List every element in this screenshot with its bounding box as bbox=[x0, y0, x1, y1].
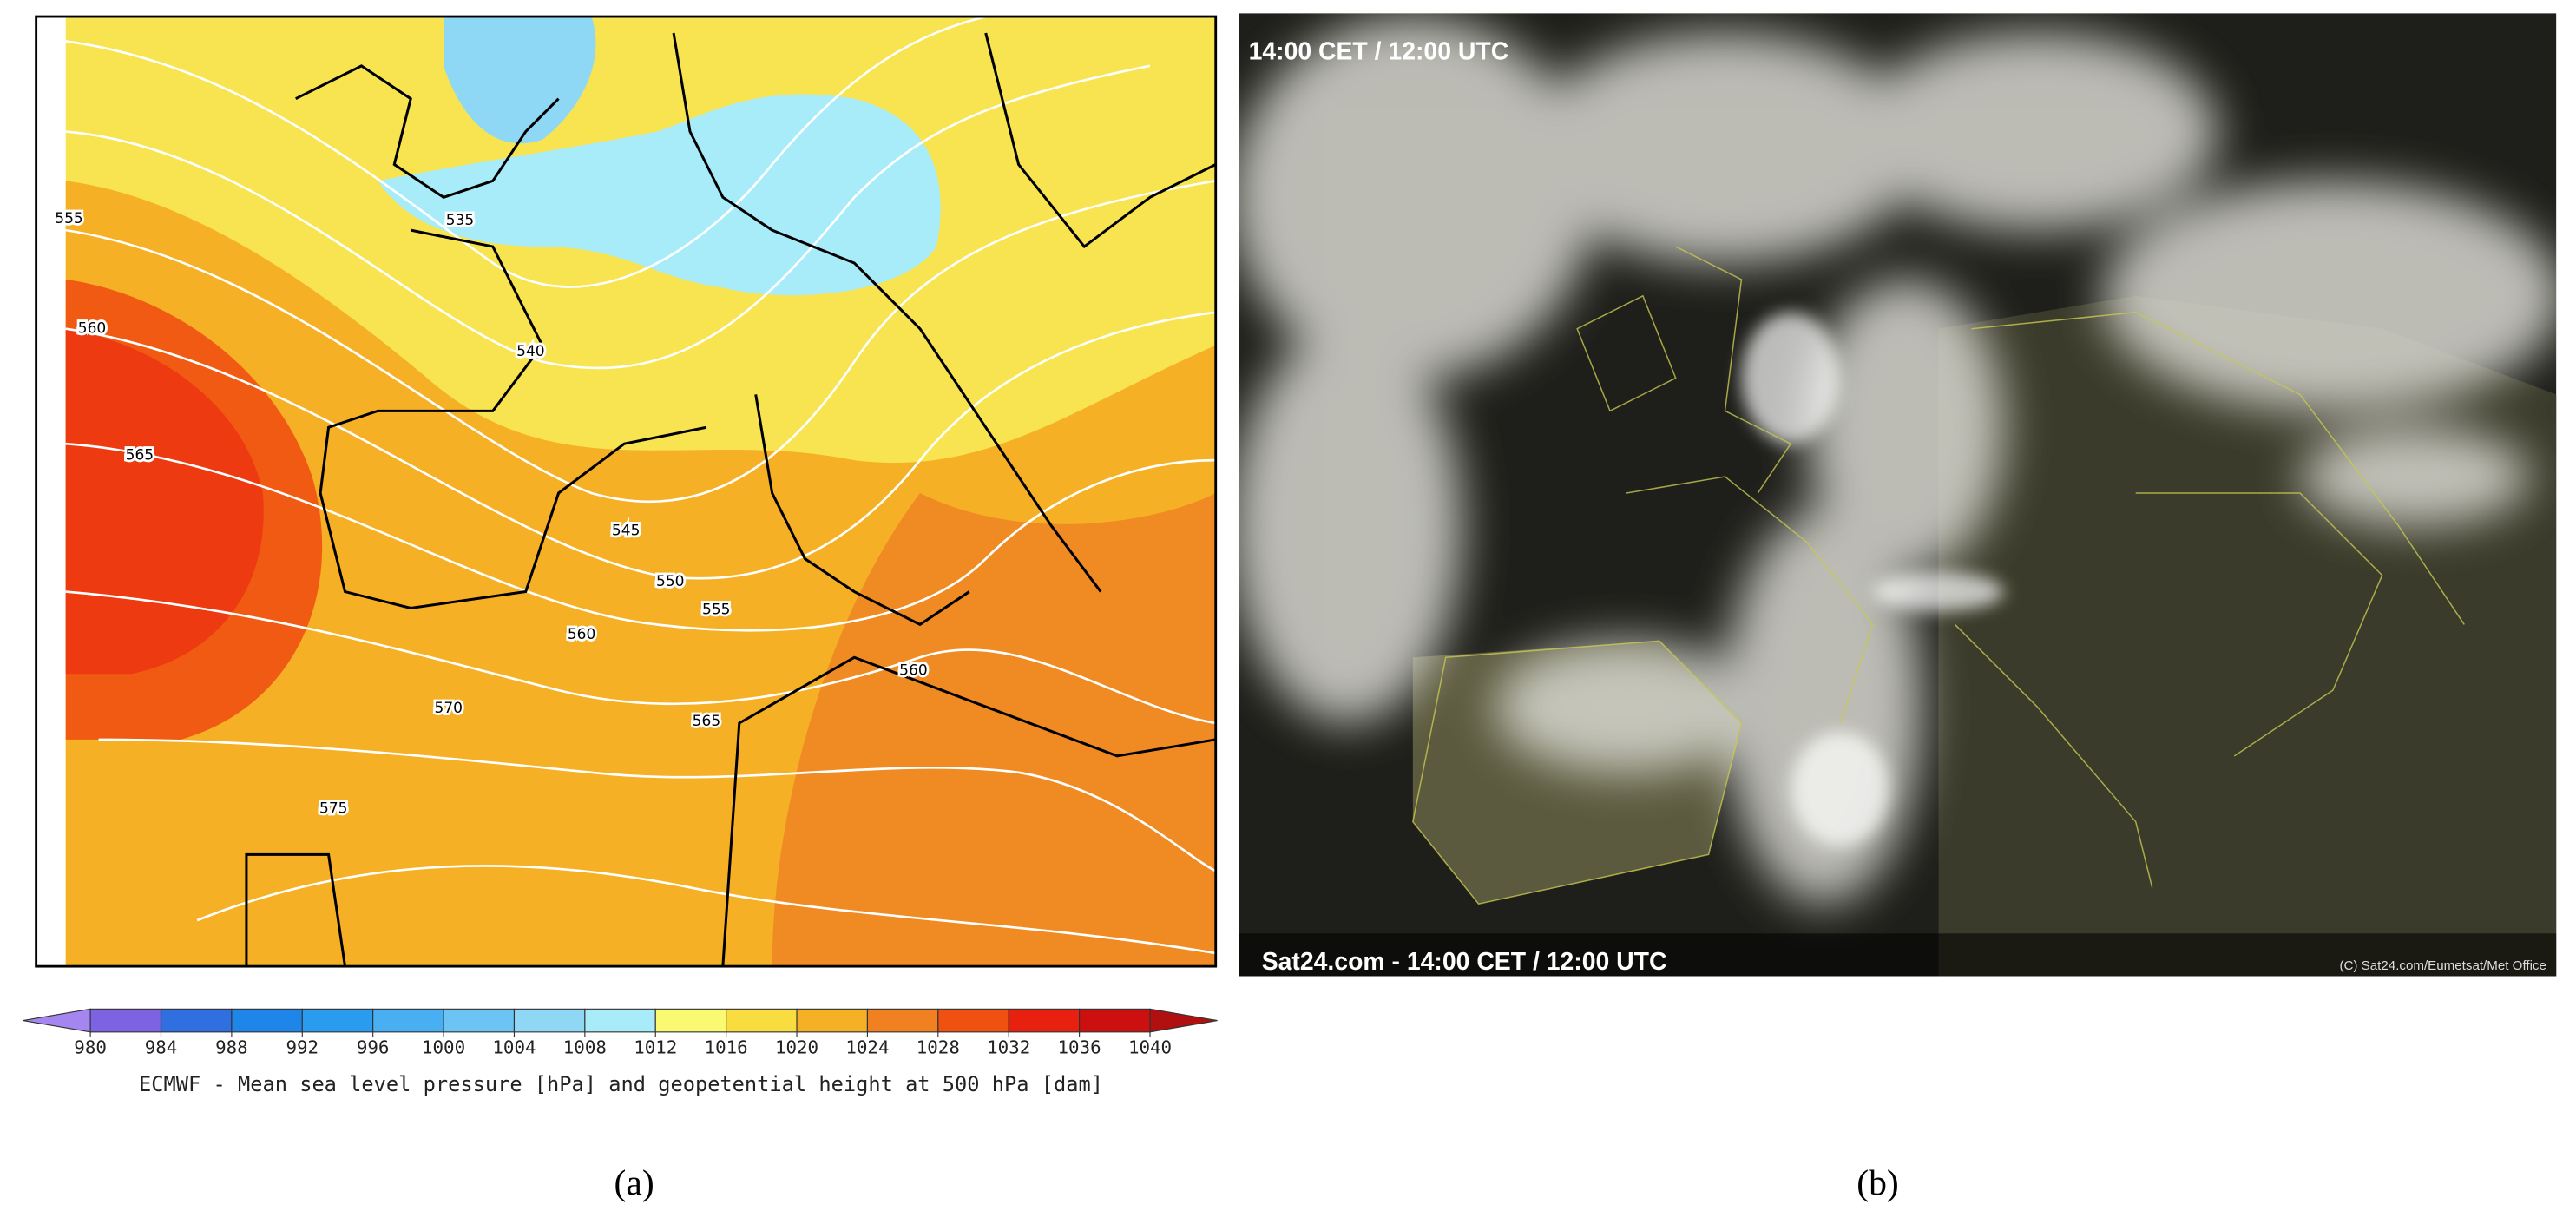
contour-label: 565 bbox=[126, 446, 154, 464]
colorbar-tick-label: 980 bbox=[74, 1037, 107, 1057]
contour-label: 575 bbox=[319, 800, 347, 817]
colorbar-tick-label: 1020 bbox=[775, 1037, 818, 1057]
contour-label: 570 bbox=[435, 700, 463, 717]
contour-label: 565 bbox=[693, 713, 720, 730]
pressure-map bbox=[36, 16, 1216, 967]
colorbar-tick-label: 1012 bbox=[634, 1037, 677, 1057]
contour-label: 535 bbox=[446, 212, 474, 229]
colorbar-segment bbox=[231, 1008, 303, 1033]
colorbar-tick-label: 1024 bbox=[845, 1037, 889, 1057]
map-frame bbox=[35, 15, 1218, 968]
panel-label: (b) bbox=[1856, 1163, 1899, 1203]
contour-label: 550 bbox=[656, 573, 684, 590]
colorbar-segment bbox=[89, 1008, 162, 1033]
contour-label: 540 bbox=[516, 343, 544, 360]
contour-label: 545 bbox=[612, 523, 640, 540]
colorbar-tick-label: 1004 bbox=[492, 1037, 536, 1057]
contour-label: 560 bbox=[568, 626, 595, 643]
contour-label: 560 bbox=[78, 320, 106, 338]
contour-label: 560 bbox=[899, 662, 927, 679]
colorbar-tick-label: 1028 bbox=[917, 1037, 960, 1057]
credit: (C) Sat24.com/Eumetsat/Met Office bbox=[2339, 958, 2546, 973]
colorbar-segment bbox=[443, 1008, 516, 1033]
colorbar-tick-label: 988 bbox=[215, 1037, 248, 1057]
colorbar-tick-label: 996 bbox=[357, 1037, 390, 1057]
colorbar-segment bbox=[584, 1008, 656, 1033]
colorbar-tick-label: 992 bbox=[286, 1037, 319, 1057]
colorbar-tick-label: 1000 bbox=[422, 1037, 465, 1057]
colorbar-segment bbox=[372, 1008, 444, 1033]
caption: ECMWF - Mean sea level pressure [hPa] an… bbox=[139, 1072, 1103, 1096]
timestamp: 14:00 CET / 12:00 UTC bbox=[1249, 37, 1509, 65]
colorbar-under bbox=[23, 1008, 91, 1033]
colorbar-segment bbox=[160, 1008, 233, 1033]
colorbar-segment bbox=[726, 1008, 798, 1033]
colorbar-tick-label: 1040 bbox=[1128, 1037, 1172, 1057]
colorbar-tick-label: 1036 bbox=[1058, 1037, 1101, 1057]
colorbar-segment bbox=[301, 1008, 374, 1033]
panel-label: (a) bbox=[614, 1163, 654, 1203]
satellite-image bbox=[1239, 13, 2557, 977]
source-timestamp: Sat24.com - 14:00 CET / 12:00 UTC bbox=[1262, 948, 1667, 976]
colorbar-over bbox=[1149, 1008, 1218, 1033]
colorbar-tick-label: 1016 bbox=[705, 1037, 748, 1057]
colorbar-tick-label: 984 bbox=[145, 1037, 178, 1057]
colorbar-segment bbox=[937, 1008, 1009, 1033]
colorbar-segment bbox=[1079, 1008, 1151, 1033]
colorbar: 980 984 988 992 996 1000 1004 1008 1012 1016 1020 1… bbox=[23, 1008, 1218, 1057]
colorbar-tick-label: 1032 bbox=[987, 1037, 1030, 1057]
colorbar-segment bbox=[654, 1008, 727, 1033]
contour-label: 555 bbox=[702, 601, 730, 618]
colorbar-segment bbox=[796, 1008, 868, 1033]
contour-label: 555 bbox=[55, 210, 82, 227]
colorbar-segment bbox=[1008, 1008, 1081, 1033]
colorbar-segment bbox=[866, 1008, 939, 1033]
contour-labels: 555 560 565 535 540 545 550 555 560 570 … bbox=[52, 207, 930, 820]
colorbar-tick-label: 1008 bbox=[563, 1037, 607, 1057]
colorbar-segment bbox=[513, 1008, 586, 1033]
